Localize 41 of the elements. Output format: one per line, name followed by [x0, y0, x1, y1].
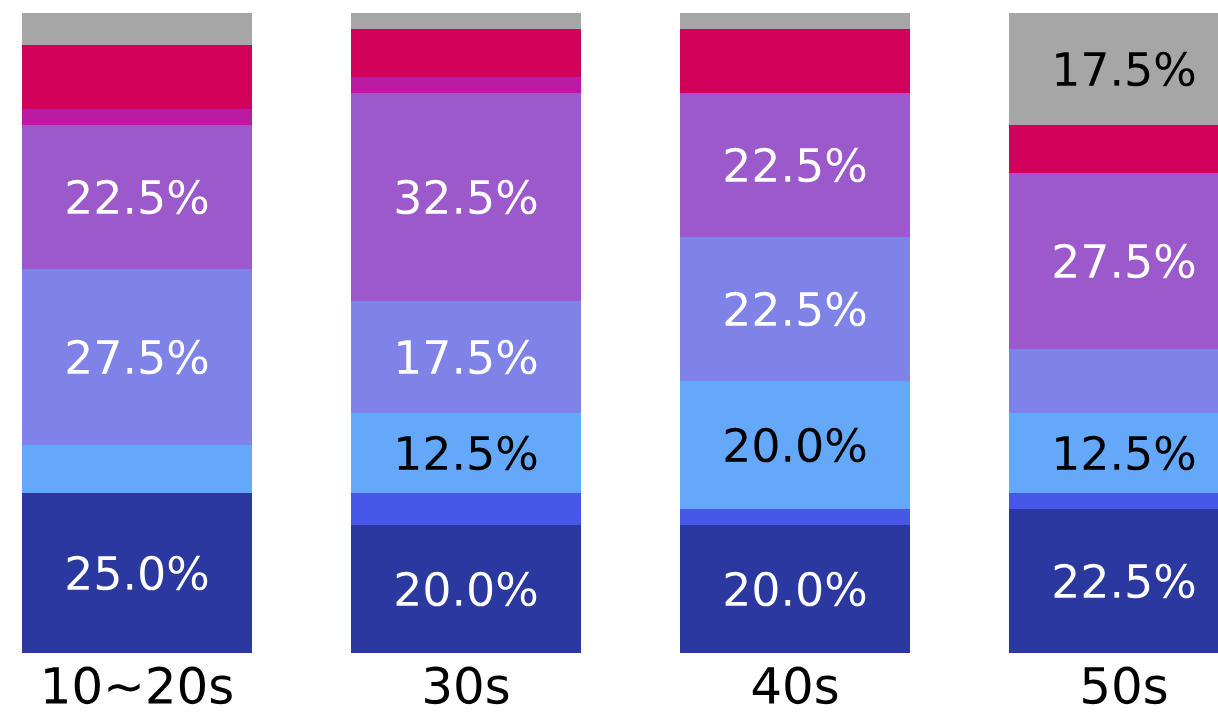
data-label: 12.5%: [1056, 435, 1195, 471]
data-label: 27.5%: [67, 339, 208, 375]
bar: [351, 525, 581, 653]
bar: [351, 12, 581, 29]
bar: [351, 493, 581, 525]
bar: [680, 12, 910, 29]
bar: [351, 92, 581, 301]
bar: [680, 525, 910, 653]
bar: [22, 493, 252, 653]
bar: [351, 413, 581, 493]
x-tick-label: 10~20s: [45, 666, 232, 705]
bar: [22, 12, 252, 45]
data-label: 20.0%: [725, 427, 866, 463]
data-label: 22.5%: [67, 179, 208, 215]
data-label: 22.5%: [725, 147, 866, 183]
bar: [351, 301, 581, 413]
data-label: 32.5%: [396, 179, 537, 215]
data-label: 12.5%: [398, 435, 537, 471]
x-tick-label: 40s: [752, 666, 838, 705]
bar: [680, 28, 910, 93]
bar: [351, 28, 581, 77]
data-label: 20.0%: [725, 571, 866, 607]
x-tick-label: 30s: [425, 666, 509, 705]
data-label: 20.0%: [396, 571, 537, 607]
bar: [22, 108, 252, 125]
data-label: 17.5%: [1056, 51, 1195, 87]
bar: [22, 124, 252, 269]
bar: [680, 237, 910, 381]
bar: [22, 44, 252, 109]
bar: [22, 269, 252, 445]
data-label: 27.5%: [1054, 243, 1195, 279]
data-label: 22.5%: [725, 291, 866, 327]
data-label: 22.5%: [1054, 563, 1195, 599]
data-label: 17.5%: [398, 339, 537, 375]
bar: [680, 381, 910, 509]
bar: [680, 92, 910, 237]
bar: [351, 76, 581, 93]
bar: [22, 445, 252, 493]
x-tick-label: 50s: [1083, 666, 1167, 705]
bar: [680, 509, 910, 525]
data-label: 25.0%: [67, 555, 208, 591]
